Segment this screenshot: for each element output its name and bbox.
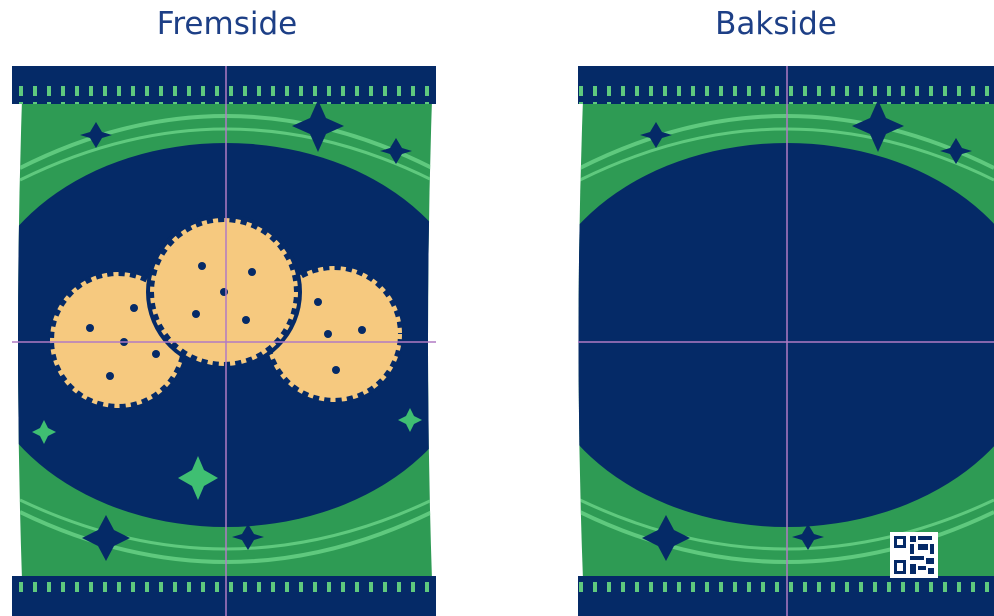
front-side-title: Fremside [156,6,298,42]
star-icon [32,420,56,444]
back-bottom-seal [578,592,994,616]
star-icon [232,524,264,550]
star-icon [640,122,672,148]
star-icon [852,100,904,152]
front-bottom-seal [12,592,436,616]
back-side-title: Bakside [715,6,837,42]
back-bag [578,66,994,616]
star-icon [642,515,690,561]
cookie-icon [146,214,302,370]
cookie-icon [48,270,188,410]
qr-code-icon [890,532,938,578]
back-top-seal [578,66,994,88]
back-top-teeth [578,86,994,104]
star-icon [940,138,972,164]
star-icon [398,408,422,432]
star-icon [792,524,824,550]
star-icon [292,100,344,152]
back-bottom-teeth [578,576,994,594]
front-bag [12,66,436,616]
star-icon [82,515,130,561]
star-icon [80,122,112,148]
star-icon [178,456,218,500]
star-icon [380,138,412,164]
front-top-seal [12,66,436,88]
front-top-teeth [12,86,436,104]
front-bottom-teeth [12,576,436,594]
